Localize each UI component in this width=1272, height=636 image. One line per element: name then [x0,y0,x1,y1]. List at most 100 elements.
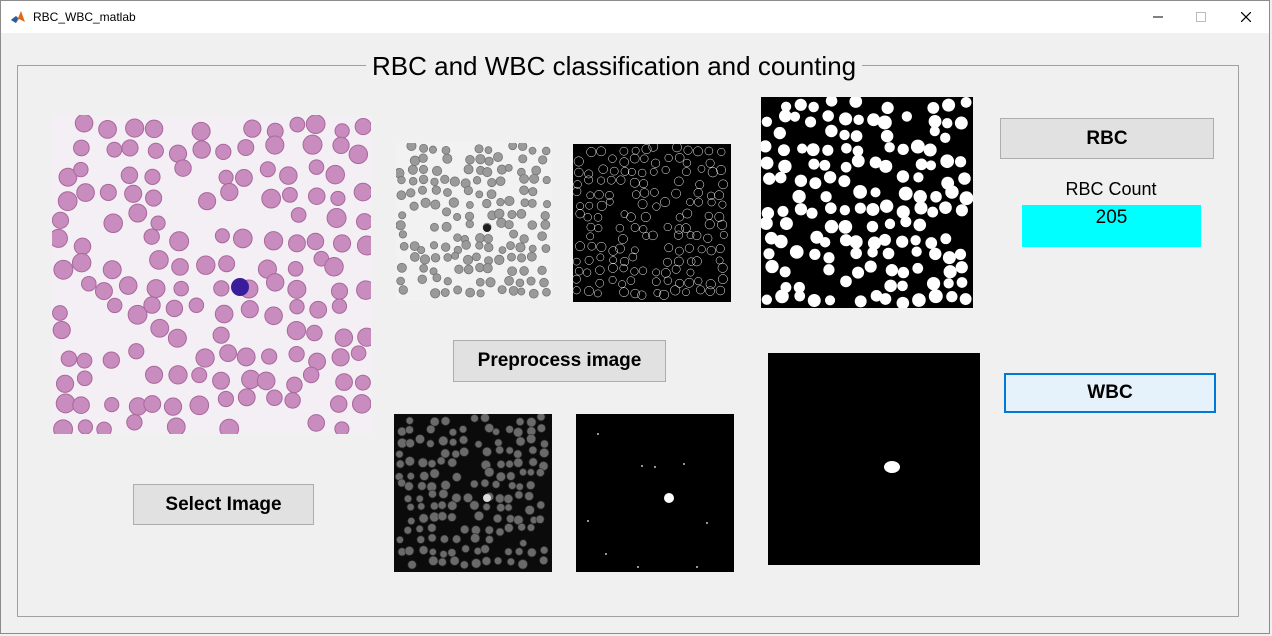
cell [289,299,305,315]
cell [472,176,482,185]
wbc-threshold-image [576,414,734,572]
close-button[interactable] [1223,1,1269,33]
cell [674,176,684,187]
cell [357,327,371,347]
cell [308,159,325,175]
cell [897,143,909,156]
cell [515,417,525,426]
cell [106,141,123,158]
cell [696,566,698,568]
cell [335,373,353,391]
cell [430,253,441,263]
cell [492,513,503,524]
cell [536,423,546,433]
grayscale-image-canvas [396,143,552,299]
cell [573,286,581,295]
cell [495,527,505,537]
cell [807,294,821,307]
cell [805,116,817,128]
cell [475,154,486,165]
wbc-button[interactable]: WBC [1004,373,1216,413]
cell [524,505,535,516]
cell [471,558,482,569]
cell [494,438,503,447]
cell [896,235,909,248]
cell [484,467,495,478]
cell [302,366,320,384]
cell [306,232,325,251]
cell [528,146,537,155]
cell [441,145,451,155]
cell [524,491,534,501]
cell [839,205,851,216]
cell [637,566,639,568]
cell [869,156,882,169]
cell [150,318,170,338]
cell [928,115,942,128]
cell [639,225,648,234]
cell [652,268,660,277]
cell [630,288,640,299]
maximize-button[interactable] [1178,1,1224,33]
cell [470,414,479,423]
cell [940,233,952,245]
cell [541,244,551,253]
original-image-canvas [52,115,371,434]
preprocess-button[interactable]: Preprocess image [453,340,666,382]
cell [517,559,528,570]
cell [128,203,148,223]
cell [620,210,629,218]
cell [718,274,728,285]
cell [417,274,427,285]
cell [52,305,68,321]
cell [779,217,793,231]
cell [849,97,863,108]
cell [397,478,406,488]
cell [574,167,584,178]
cell [596,146,606,157]
minimize-button[interactable] [1135,1,1181,33]
cell [761,207,775,220]
inverted-image [394,414,552,572]
cell [670,285,681,296]
cell [870,187,881,198]
cell [504,220,514,230]
cell [839,234,853,247]
cell [76,183,95,202]
cell [955,261,968,274]
cell [143,296,161,314]
cell [537,265,547,276]
cell [526,276,536,286]
cell [663,276,672,285]
cell [671,188,681,199]
cell [331,348,350,367]
cell [452,534,462,544]
cell [640,154,649,163]
title-bar[interactable]: RBC_WBC_matlab [1,1,1269,33]
cell [926,276,941,291]
cell [695,180,705,190]
cell [306,324,323,342]
cell [406,143,417,151]
cell [415,524,424,533]
cell [853,184,867,199]
cell [763,248,775,260]
cell [189,395,210,416]
close-icon [1241,12,1251,22]
cell [481,556,492,566]
cell [438,488,449,499]
cell [441,242,451,252]
rbc-button[interactable]: RBC [1000,118,1214,159]
cell [332,136,350,155]
cell [331,298,348,314]
select-image-button[interactable]: Select Image [133,484,314,525]
cell [443,188,452,197]
cell [395,459,405,469]
cell [491,480,501,489]
cell [121,139,139,157]
cell [715,244,725,254]
cell [427,459,437,469]
cell [513,449,523,459]
cell [261,348,278,365]
cell [440,416,451,426]
